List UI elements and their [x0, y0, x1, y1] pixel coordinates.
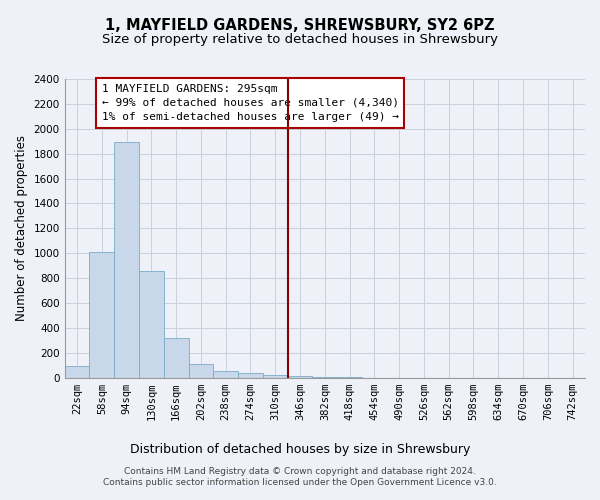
Text: Contains HM Land Registry data © Crown copyright and database right 2024.: Contains HM Land Registry data © Crown c…	[124, 467, 476, 476]
Bar	[188, 364, 214, 378]
Bar	[164, 338, 188, 378]
Bar	[238, 372, 263, 378]
Y-axis label: Number of detached properties: Number of detached properties	[15, 136, 28, 322]
Bar	[214, 372, 238, 378]
Bar	[114, 142, 139, 378]
Text: 1, MAYFIELD GARDENS, SHREWSBURY, SY2 6PZ: 1, MAYFIELD GARDENS, SHREWSBURY, SY2 6PZ	[105, 18, 495, 32]
Bar	[287, 376, 313, 378]
Bar	[65, 366, 89, 378]
Bar	[263, 375, 287, 378]
Bar	[139, 270, 164, 378]
Text: 1 MAYFIELD GARDENS: 295sqm
← 99% of detached houses are smaller (4,340)
1% of se: 1 MAYFIELD GARDENS: 295sqm ← 99% of deta…	[102, 84, 399, 122]
Bar	[313, 377, 337, 378]
Bar	[89, 252, 114, 378]
Text: Distribution of detached houses by size in Shrewsbury: Distribution of detached houses by size …	[130, 442, 470, 456]
Text: Size of property relative to detached houses in Shrewsbury: Size of property relative to detached ho…	[102, 32, 498, 46]
Text: Contains public sector information licensed under the Open Government Licence v3: Contains public sector information licen…	[103, 478, 497, 487]
